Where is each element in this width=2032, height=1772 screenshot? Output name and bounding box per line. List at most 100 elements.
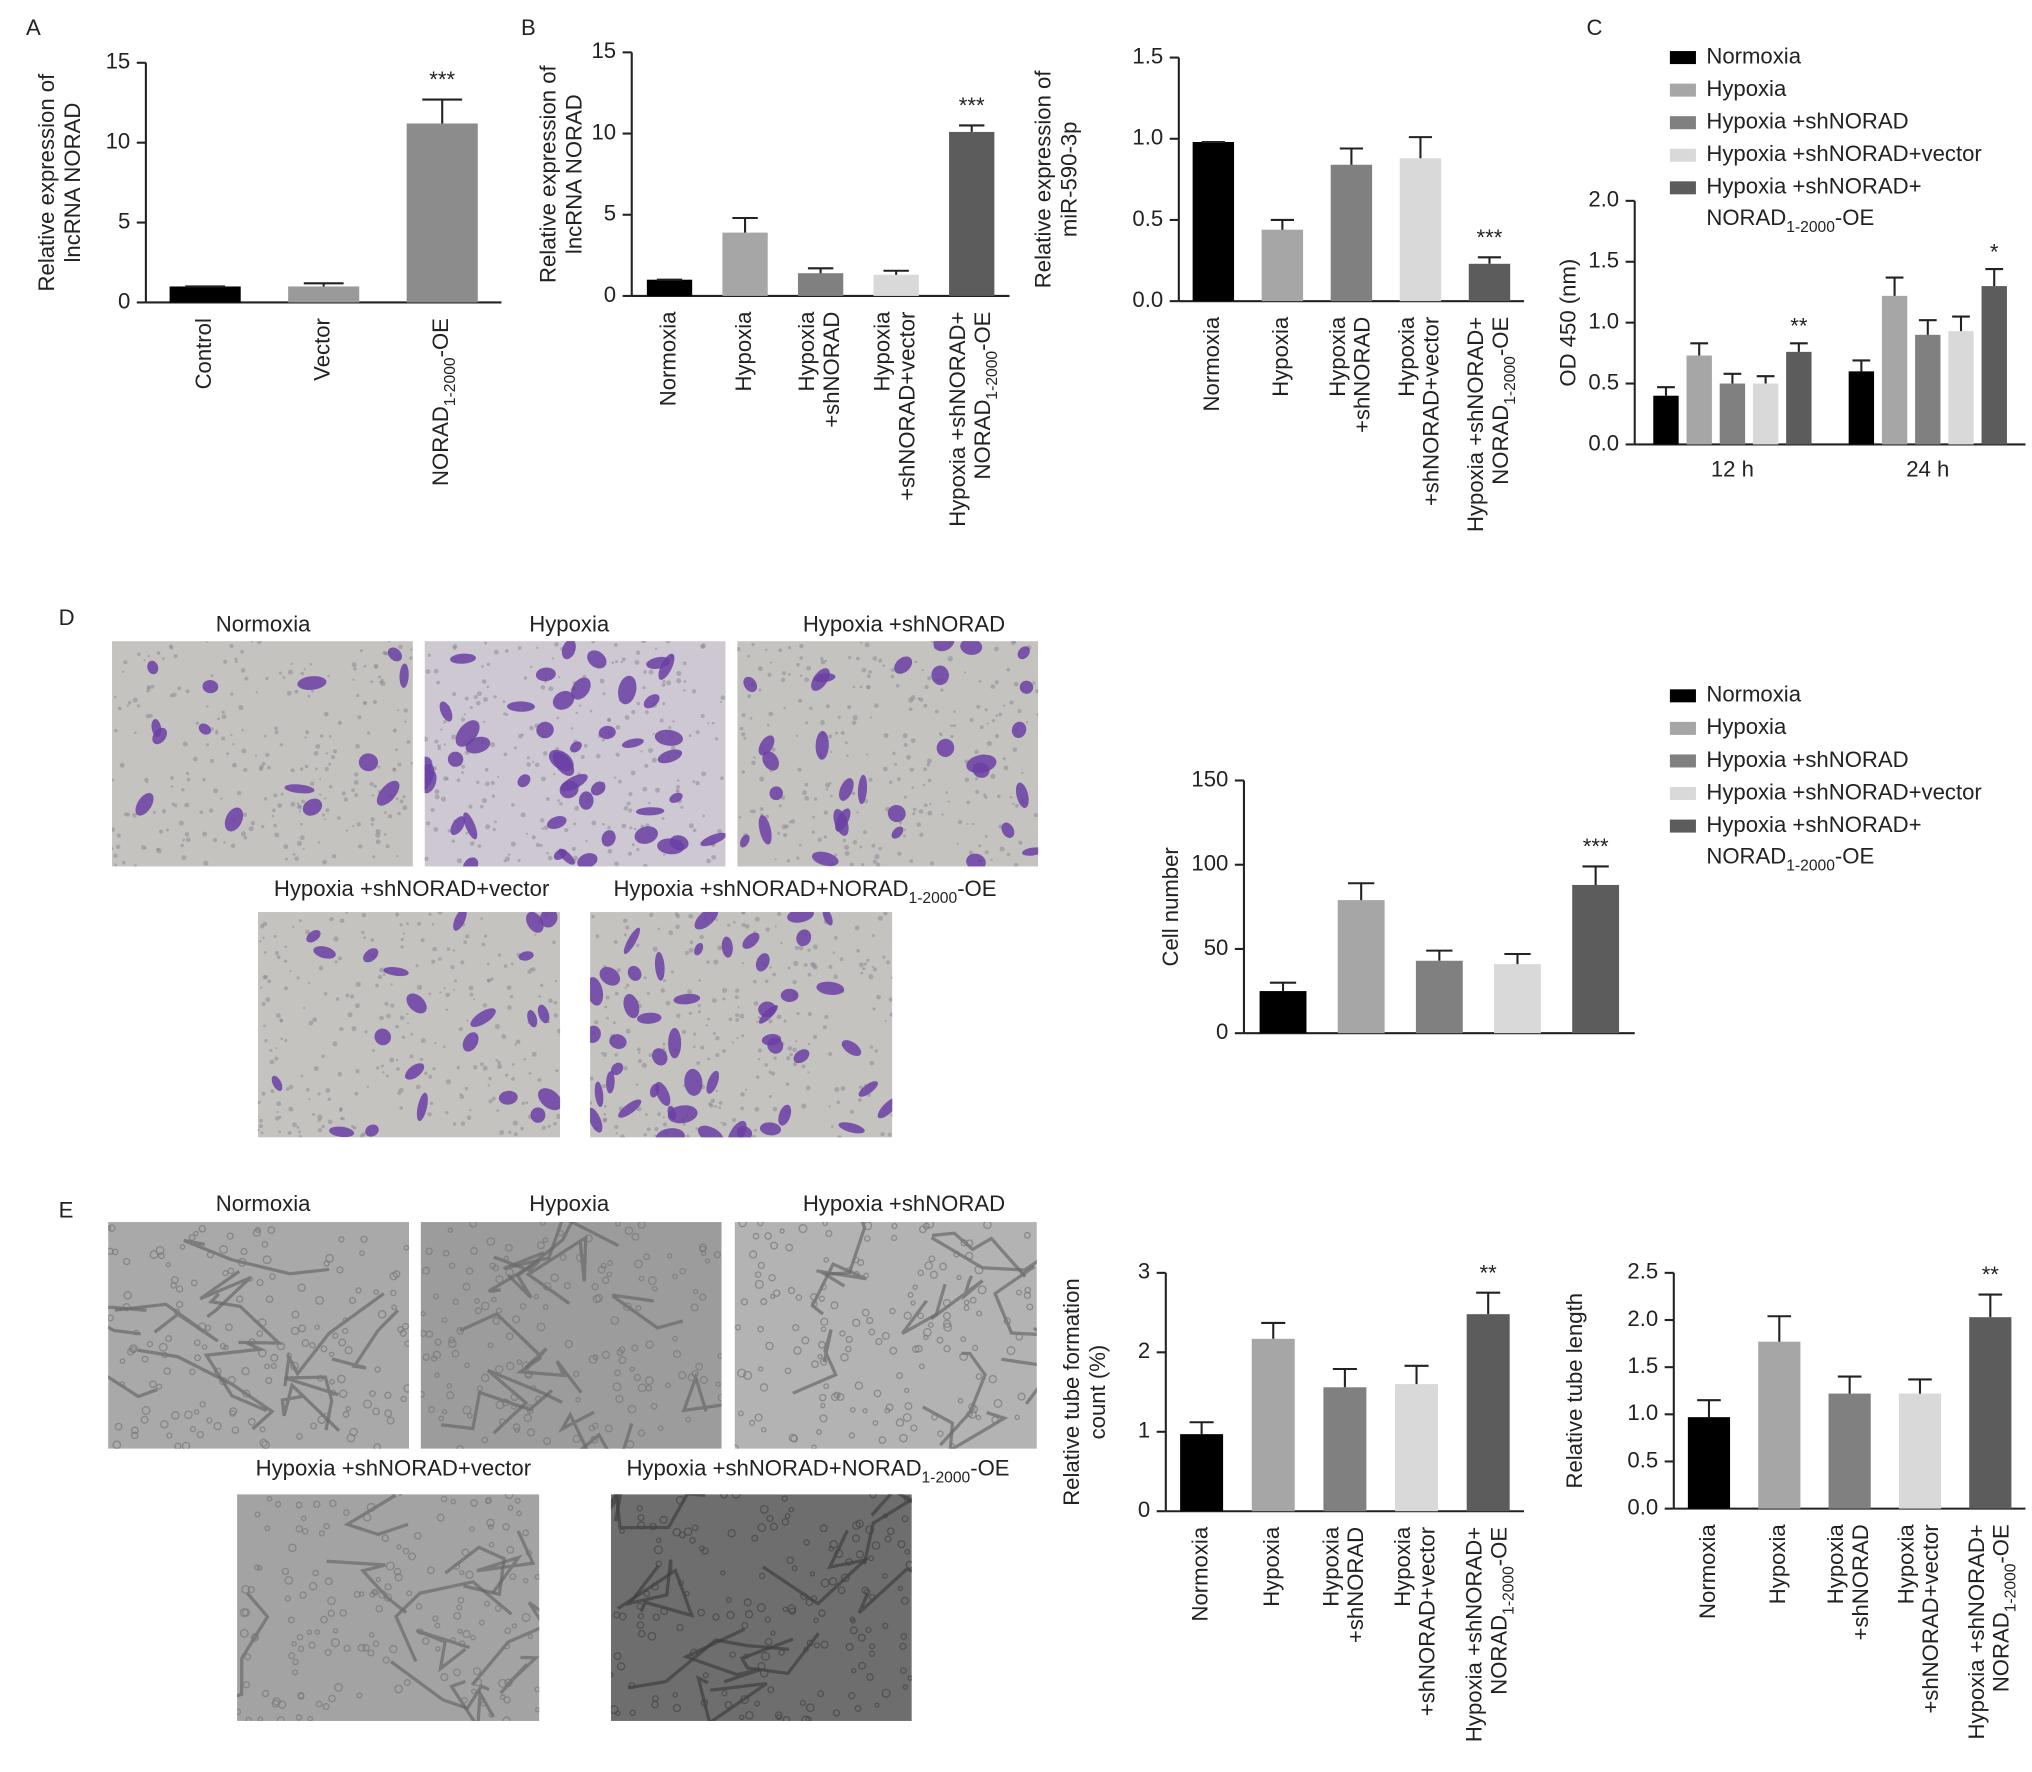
pore xyxy=(372,855,376,859)
pore xyxy=(927,778,932,783)
pore xyxy=(839,957,844,962)
pore xyxy=(263,950,267,954)
cell xyxy=(659,1515,668,1524)
cell xyxy=(295,1714,303,1721)
cell xyxy=(912,1345,920,1353)
error-bar xyxy=(1269,981,1297,992)
cell xyxy=(731,1494,741,1499)
pore xyxy=(503,752,508,757)
pore xyxy=(504,856,510,862)
cell xyxy=(845,1642,854,1651)
pore xyxy=(648,669,654,675)
pore xyxy=(420,938,425,943)
pore xyxy=(397,811,401,816)
cell xyxy=(343,1644,351,1653)
cell xyxy=(721,1690,728,1697)
cell xyxy=(130,1426,139,1435)
pore xyxy=(361,930,365,935)
cell xyxy=(756,1603,766,1613)
cell xyxy=(322,1702,330,1711)
pore xyxy=(721,1049,726,1053)
bar xyxy=(169,286,241,303)
pore xyxy=(379,967,385,973)
pore xyxy=(152,810,157,814)
cell xyxy=(264,1363,270,1370)
tube xyxy=(203,1341,268,1413)
cell xyxy=(404,1340,410,1347)
cell xyxy=(754,1413,763,1422)
pore xyxy=(192,756,198,762)
pore xyxy=(556,716,560,720)
cell xyxy=(592,1294,601,1304)
cell xyxy=(231,1426,240,1434)
pore xyxy=(614,861,619,867)
cell xyxy=(758,735,775,756)
pore xyxy=(822,1025,827,1030)
cell xyxy=(536,1241,545,1250)
pore xyxy=(169,693,174,698)
cell xyxy=(601,1350,611,1360)
cell xyxy=(502,1523,510,1531)
cell xyxy=(259,1426,266,1433)
cell xyxy=(239,1608,249,1618)
tube xyxy=(1001,1357,1037,1367)
cell xyxy=(367,1649,375,1657)
pore xyxy=(861,862,865,867)
pore xyxy=(773,1056,777,1060)
cell xyxy=(1017,646,1030,660)
pore xyxy=(624,715,630,720)
pore xyxy=(615,1132,618,1135)
pore xyxy=(792,1047,797,1053)
bar xyxy=(1828,1393,1871,1509)
pore xyxy=(872,859,878,864)
cell xyxy=(534,1707,540,1713)
pore xyxy=(780,941,783,945)
cell xyxy=(297,1645,305,1653)
cell xyxy=(470,1634,476,1641)
cell xyxy=(156,1383,163,1390)
cell xyxy=(428,1406,435,1414)
cell xyxy=(337,1374,346,1384)
pore xyxy=(515,1039,521,1044)
pore xyxy=(752,979,757,984)
cell xyxy=(196,1430,205,1439)
pore xyxy=(377,765,381,769)
pore xyxy=(178,820,184,826)
cell xyxy=(903,1311,912,1320)
cell xyxy=(754,1279,764,1289)
pore xyxy=(688,734,692,738)
pore xyxy=(698,979,701,982)
pore xyxy=(289,969,292,973)
cell xyxy=(342,1411,350,1418)
error-bar xyxy=(422,98,463,124)
cell xyxy=(618,1356,627,1365)
pore xyxy=(354,1003,360,1009)
pore xyxy=(793,960,799,966)
cell xyxy=(968,1402,976,1411)
pore xyxy=(807,1071,810,1074)
cell xyxy=(226,1232,234,1240)
pore xyxy=(181,788,185,792)
cell xyxy=(274,1501,282,1508)
cell xyxy=(524,1370,533,1380)
x-tick-label: Normoxia xyxy=(1187,1526,1212,1621)
pore xyxy=(783,1019,787,1023)
error-bar xyxy=(1885,276,1904,296)
cell xyxy=(669,835,689,851)
cell xyxy=(296,1432,303,1440)
cell xyxy=(993,1399,1003,1408)
pore xyxy=(510,841,516,847)
cell xyxy=(621,738,644,748)
cell xyxy=(925,1222,935,1229)
cell xyxy=(448,1262,456,1269)
pore xyxy=(740,1106,745,1111)
pore xyxy=(1033,813,1038,818)
x-tick-label: Control xyxy=(191,318,216,389)
cell xyxy=(1015,782,1029,808)
cell xyxy=(527,1009,538,1028)
pore xyxy=(323,818,327,821)
cell xyxy=(1003,1317,1011,1325)
cell xyxy=(618,675,637,705)
pore xyxy=(512,1120,518,1126)
pore xyxy=(199,810,204,815)
